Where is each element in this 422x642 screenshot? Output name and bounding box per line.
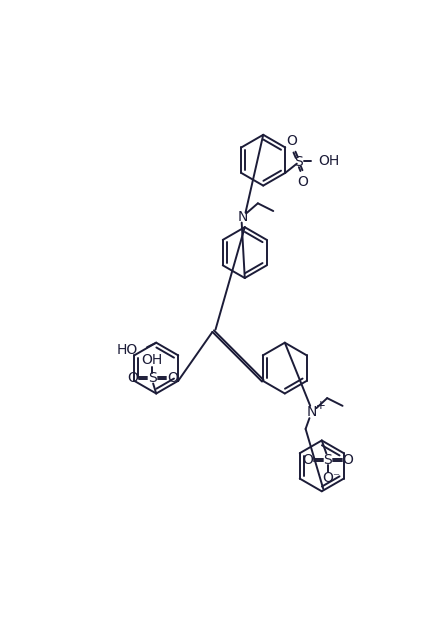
- Text: S: S: [148, 371, 157, 385]
- Text: N: N: [306, 405, 317, 419]
- Text: +: +: [315, 399, 325, 412]
- Text: OH: OH: [318, 154, 340, 168]
- Text: O: O: [127, 371, 138, 385]
- Text: S: S: [294, 155, 303, 169]
- Text: OH: OH: [142, 353, 163, 367]
- Text: ⁻: ⁻: [332, 472, 339, 485]
- Text: O: O: [343, 453, 353, 467]
- Text: O: O: [167, 371, 178, 385]
- Text: N: N: [237, 210, 248, 224]
- Text: O: O: [298, 175, 308, 189]
- Text: O: O: [303, 453, 314, 467]
- Text: S: S: [324, 453, 332, 467]
- Text: O: O: [287, 134, 298, 148]
- Text: O: O: [322, 471, 333, 485]
- Text: HO: HO: [116, 343, 138, 358]
